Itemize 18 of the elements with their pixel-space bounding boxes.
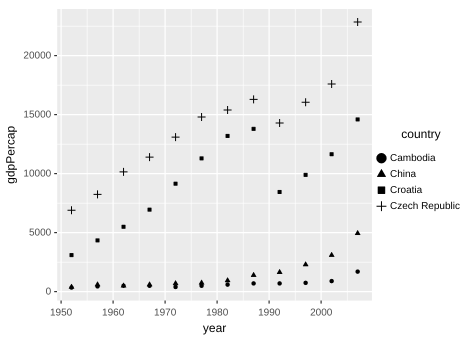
x-axis-title: year <box>202 321 226 336</box>
x-tick-label: 1960 <box>102 307 125 318</box>
legend-label: Cambodia <box>390 152 436 164</box>
legend-label: China <box>390 168 417 180</box>
legend-label: Czech Republic <box>390 200 460 212</box>
x-tick-label: 2000 <box>310 307 333 318</box>
y-tick-label: 5000 <box>28 227 52 238</box>
y-tick-label: 20000 <box>23 50 52 62</box>
x-tick-label: 1980 <box>206 307 229 318</box>
y-tick-label: 15000 <box>23 109 52 120</box>
x-tick-label: 1950 <box>50 307 73 318</box>
legend-title: country <box>401 127 441 142</box>
x-tick-label: 1990 <box>258 307 281 318</box>
y-tick-label: 0 <box>46 286 52 298</box>
y-axis-title: gdpPercap <box>4 125 18 184</box>
legend-label: Croatia <box>390 184 423 196</box>
y-tick-label: 10000 <box>23 168 52 180</box>
x-tick-label: 1970 <box>154 307 177 318</box>
